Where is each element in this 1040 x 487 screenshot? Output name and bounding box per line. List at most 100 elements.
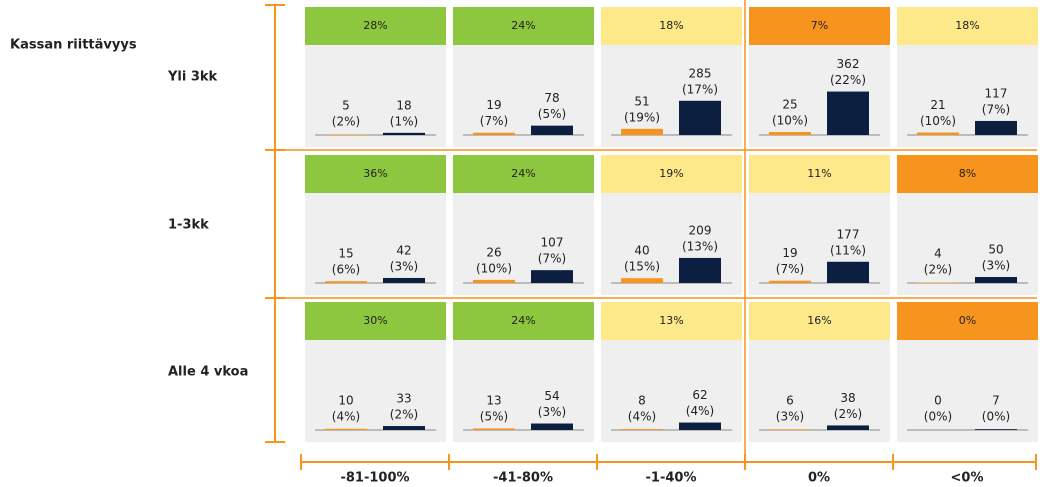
percent-label: (2%) [924,263,952,277]
column-label: -81-100% [340,471,409,486]
percent-label: (2%) [332,115,360,129]
value-label: 177 [837,227,860,241]
percent-label: (10%) [920,114,956,128]
bar [917,132,959,135]
percent-label: (5%) [538,107,566,121]
bar [473,428,515,430]
chart-title: Kassan riittävyys [10,38,137,53]
value-label: 4 [934,247,942,261]
row-label: 1-3kk [168,218,209,233]
percent-label: (0%) [982,410,1010,424]
value-label: 285 [689,66,712,80]
bar [769,280,811,283]
cell-body [897,340,1038,442]
value-label: 6 [786,394,794,408]
value-label: 78 [544,91,559,105]
header-cell [897,155,1038,193]
bar [531,125,573,135]
percent-label: (6%) [332,263,360,277]
percent-label: (19%) [624,110,660,124]
cell-body [305,340,446,442]
percent-label: (1%) [390,114,418,128]
bar [473,132,515,135]
value-label: 21 [930,98,945,112]
value-label: 19 [782,246,797,260]
percent-label: (13%) [682,239,718,253]
bar [827,91,869,135]
bar [621,429,663,430]
percent-label: (7%) [982,102,1010,116]
bar [621,278,663,283]
value-label: 38 [840,391,855,405]
header-label: 28% [363,19,387,32]
header-label: 36% [363,167,387,180]
percent-label: (7%) [538,252,566,266]
value-label: 62 [692,388,707,402]
percent-label: (3%) [390,259,418,273]
header-cell [453,7,594,45]
cell-body [749,340,890,442]
value-label: 54 [544,389,559,403]
percent-label: (4%) [332,410,360,424]
header-cell [601,7,742,45]
bar [679,257,721,283]
percent-label: (2%) [834,407,862,421]
bar [325,428,367,430]
header-label: 24% [511,314,535,327]
header-label: 13% [659,314,683,327]
row-label: Yli 3kk [167,70,218,85]
percent-label: (3%) [776,410,804,424]
value-label: 107 [541,236,564,250]
header-label: 18% [659,19,683,32]
cell-body [305,45,446,147]
header-label: 24% [511,167,535,180]
percent-label: (22%) [830,73,866,87]
header-cell [601,155,742,193]
percent-label: (5%) [480,410,508,424]
column-label: <0% [951,471,984,486]
value-label: 117 [985,86,1008,100]
header-label: 24% [511,19,535,32]
bar [621,128,663,135]
percent-label: (0%) [924,410,952,424]
bar [827,261,869,283]
bar [769,132,811,135]
percent-label: (17%) [682,82,718,96]
percent-label: (7%) [776,262,804,276]
bar [473,279,515,283]
value-label: 51 [634,94,649,108]
header-cell [305,302,446,340]
percent-label: (3%) [538,405,566,419]
value-label: 25 [782,98,797,112]
value-label: 5 [342,99,350,113]
bar [383,277,425,283]
value-label: 13 [486,394,501,408]
header-cell [749,7,890,45]
value-label: 362 [837,57,860,71]
value-label: 0 [934,394,942,408]
header-cell [601,302,742,340]
bar [531,270,573,283]
value-label: 42 [396,243,411,257]
header-cell [453,302,594,340]
bar [325,134,367,135]
bar [383,426,425,430]
header-cell [897,302,1038,340]
percent-label: (3%) [982,259,1010,273]
value-label: 15 [338,247,353,261]
value-label: 7 [992,394,1000,408]
bar [679,100,721,135]
header-label: 0% [959,314,976,327]
column-label: -1-40% [646,471,697,486]
value-label: 50 [988,243,1003,257]
bar [531,423,573,430]
percent-label: (15%) [624,260,660,274]
bar [827,425,869,430]
header-label: 11% [807,167,831,180]
percent-label: (7%) [480,114,508,128]
header-cell [305,7,446,45]
header-label: 18% [955,19,979,32]
header-label: 7% [811,19,828,32]
value-label: 26 [486,245,501,259]
bar [769,429,811,430]
